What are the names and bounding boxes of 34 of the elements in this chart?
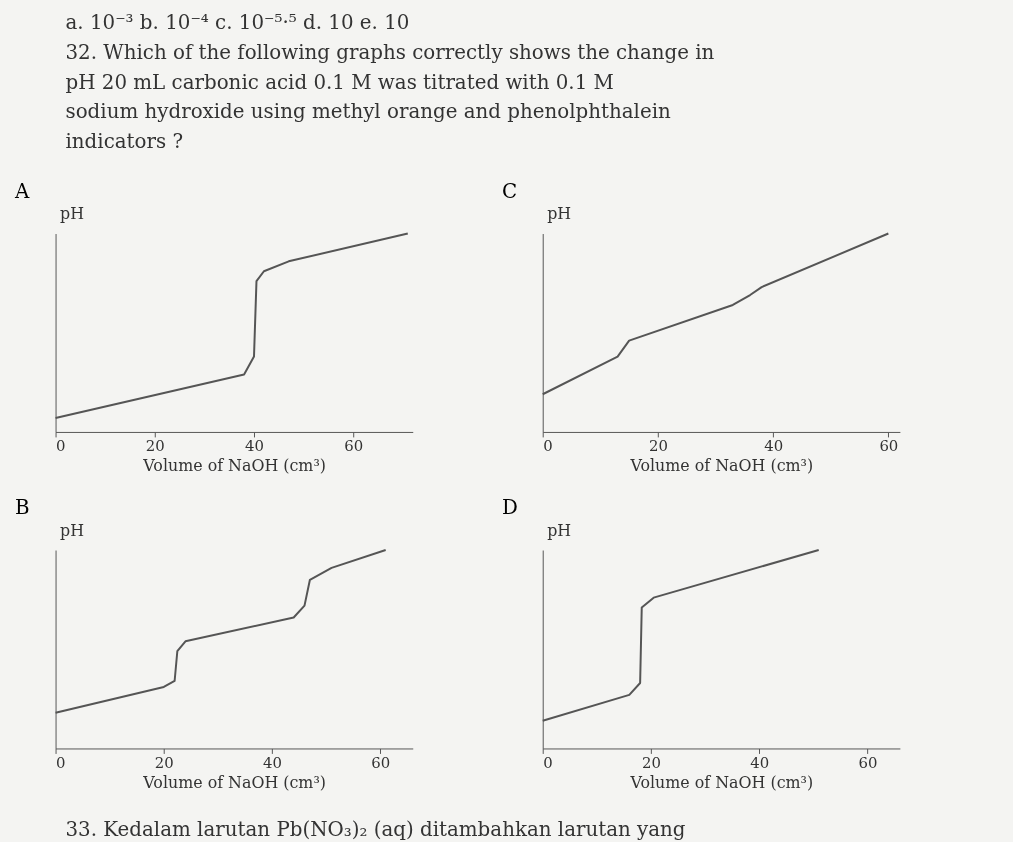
x-axis-title: Volume of NaOH (cm³) <box>142 772 326 792</box>
x-tick-label: 60 <box>858 753 878 772</box>
x-axis-title: Volume of NaOH (cm³) <box>142 456 326 476</box>
x-axis-title: Volume of NaOH (cm³) <box>629 772 814 792</box>
x-tick-label: 0 <box>56 437 66 456</box>
x-tick-label: 20 <box>154 753 174 772</box>
text: sodium hydroxide using methyl orange and phenolphthalein <box>65 100 672 124</box>
x-tick-label: 40 <box>750 753 770 772</box>
x-axis-title: Volume of NaOH (cm³) <box>629 456 814 476</box>
x-tick-label: 60 <box>371 753 391 772</box>
x-tick-label: 60 <box>344 437 364 456</box>
y-axis-title: pH <box>60 204 85 224</box>
x-tick-label: 0 <box>543 753 553 772</box>
x-tick-label: 20 <box>145 437 165 456</box>
x-tick-label: 0 <box>543 437 553 456</box>
x-tick-label: 0 <box>56 753 66 772</box>
text: 33. Kedalam larutan Pb(NO₃)₂ (aq) ditambahkan larutan yang <box>65 817 686 841</box>
text: 32. Which of the following graphs correctly shows the change in <box>65 40 715 64</box>
text: pH 20 mL carbonic acid 0.1 M was titrated with 0.1 M <box>65 70 614 94</box>
x-tick-label: 20 <box>641 753 661 772</box>
x-tick-label: 40 <box>764 437 784 456</box>
chart-title: C <box>502 179 518 203</box>
chart-title: B <box>14 496 30 520</box>
y-axis-title: pH <box>547 204 572 224</box>
text: a. 10⁻³ b. 10⁻⁴ c. 10⁻⁵·⁵ d. 10 e. 10 <box>65 11 410 35</box>
chart-title: A <box>13 179 30 203</box>
x-tick-label: 20 <box>648 437 668 456</box>
x-tick-label: 40 <box>263 753 282 772</box>
y-axis-title: pH <box>547 520 572 540</box>
chart-title: D <box>502 496 518 520</box>
x-tick-label: 60 <box>879 437 899 456</box>
y-axis-title: pH <box>60 520 85 540</box>
x-tick-label: 40 <box>245 437 264 456</box>
text: indicators ? <box>65 130 184 154</box>
